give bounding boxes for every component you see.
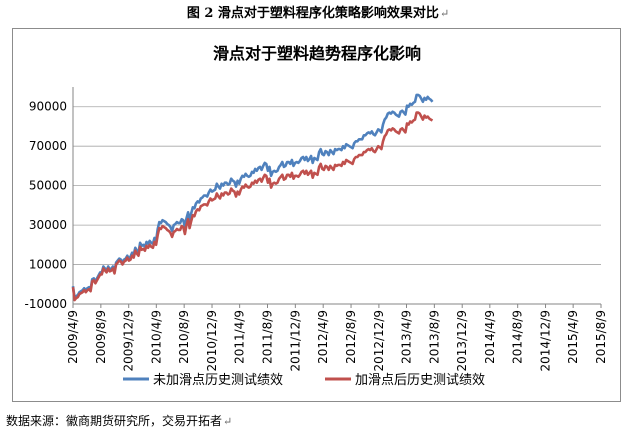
y-tick-label: 90000 [29,100,67,114]
y-tick-label: 70000 [29,139,67,153]
line-chart: 滑点对于塑料趋势程序化影响 -10000 10000 30000 50000 70000… [24,44,608,388]
x-tick-label: 2012/12/9 [372,310,386,372]
x-tick-label: 2013/8/9 [427,310,441,364]
x-tick-label: 2010/8/9 [177,310,191,364]
x-tick-label: 2013/12/9 [455,310,469,372]
x-tick-label: 2015/4/9 [566,310,580,364]
x-tick-label: 2013/4/9 [400,310,414,364]
x-axis: 2009/4/9 2009/8/9 2009/12/9 2010/4/9 2010/8/… [66,303,608,372]
x-tick-label: 2014/8/9 [511,310,525,364]
x-tick-label: 2014/4/9 [483,310,497,364]
x-tick-label: 2009/12/9 [122,310,136,372]
x-tick-label: 2015/8/9 [594,310,608,364]
x-tick-label: 2014/12/9 [539,310,553,372]
chart-title: 滑点对于塑料趋势程序化影响 [213,44,421,63]
figure-caption: 图 2 滑点对于塑料程序化策略影响效果对比↵ [0,2,636,21]
x-tick-label: 2012/4/9 [316,310,330,364]
figure-caption-text: 图 2 滑点对于塑料程序化策略影响效果对比 [186,6,439,21]
x-tick-label: 2009/8/9 [94,310,108,364]
y-axis: -10000 10000 30000 50000 70000 90000 [24,87,74,311]
legend-label: 加滑点后历史测试绩效 [355,373,485,388]
grid-lines [73,106,601,265]
x-tick-label: 2009/4/9 [66,310,80,364]
data-source: 数据来源：徽商期货研究所，交易开拓者↵ [6,412,232,429]
paragraph-mark-icon: ↵ [439,7,450,20]
y-tick-label: -10000 [24,297,67,311]
x-tick-label: 2011/12/9 [288,310,302,372]
data-source-text: 数据来源：徽商期货研究所，交易开拓者 [6,414,223,428]
x-tick-label: 2010/12/9 [205,310,219,372]
y-tick-label: 10000 [29,258,67,272]
legend-label: 未加滑点历史测试绩效 [153,373,283,388]
y-tick-label: 50000 [29,179,67,193]
chart-frame: 滑点对于塑料趋势程序化影响 -10000 10000 30000 50000 70000… [12,28,621,402]
legend: 未加滑点历史测试绩效 加滑点后历史测试绩效 [123,373,485,388]
y-tick-label: 30000 [29,218,67,232]
paragraph-mark-icon: ↵ [223,415,233,428]
x-tick-label: 2012/8/9 [344,310,358,364]
series-layer [71,93,434,302]
series-line [71,111,434,302]
x-tick-label: 2010/4/9 [149,310,163,364]
x-tick-label: 2011/4/9 [233,310,247,364]
series-line [71,93,434,300]
x-tick-label: 2011/8/9 [260,310,274,364]
